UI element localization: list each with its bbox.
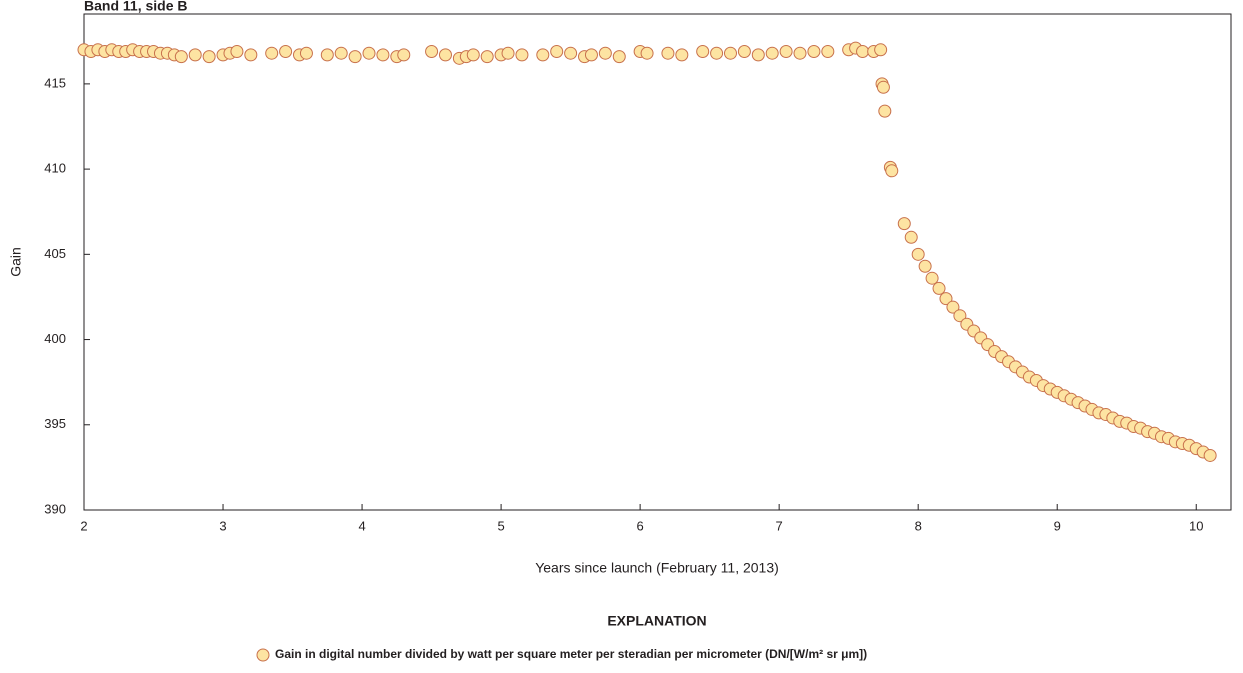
data-point xyxy=(480,50,494,64)
plot-frame xyxy=(83,13,1232,511)
data-point xyxy=(334,46,348,60)
data-point xyxy=(640,46,654,60)
x-tick-label: 2 xyxy=(80,518,87,533)
y-axis-label: Gain xyxy=(8,247,24,277)
data-point xyxy=(723,46,737,60)
x-tick-label: 7 xyxy=(776,518,783,533)
data-point xyxy=(821,44,835,58)
data-point xyxy=(696,44,710,58)
data-point xyxy=(230,44,244,58)
data-point xyxy=(348,50,362,64)
y-tick-label: 415 xyxy=(44,75,66,90)
data-point xyxy=(876,80,890,94)
x-tick-label: 10 xyxy=(1189,518,1203,533)
data-point xyxy=(885,164,899,178)
y-tick-label: 390 xyxy=(44,501,66,516)
x-tick-label: 3 xyxy=(219,518,226,533)
data-point xyxy=(188,48,202,62)
data-point xyxy=(751,48,765,62)
data-point xyxy=(320,48,334,62)
data-point xyxy=(536,48,550,62)
chart-title: Band 11, side B xyxy=(84,0,187,14)
data-point xyxy=(675,48,689,62)
data-point xyxy=(376,48,390,62)
data-point xyxy=(564,46,578,60)
x-tick-label: 6 xyxy=(637,518,644,533)
data-point xyxy=(515,48,529,62)
data-point xyxy=(737,44,751,58)
data-point xyxy=(911,247,925,261)
data-point xyxy=(779,44,793,58)
data-point xyxy=(807,44,821,58)
data-point xyxy=(174,50,188,64)
data-point xyxy=(265,46,279,60)
data-point xyxy=(765,46,779,60)
data-point xyxy=(661,46,675,60)
data-point xyxy=(1203,448,1217,462)
data-point xyxy=(202,50,216,64)
y-tick-label: 405 xyxy=(44,246,66,261)
data-point xyxy=(612,50,626,64)
data-point xyxy=(710,46,724,60)
x-tick-label: 5 xyxy=(497,518,504,533)
data-point xyxy=(397,48,411,62)
data-point xyxy=(425,44,439,58)
x-tick-label: 4 xyxy=(358,518,365,533)
data-point xyxy=(878,104,892,118)
legend-title: EXPLANATION xyxy=(607,613,706,629)
data-point xyxy=(466,48,480,62)
y-tick-label: 410 xyxy=(44,161,66,176)
data-point xyxy=(299,46,313,60)
data-point xyxy=(946,300,960,314)
data-point xyxy=(918,259,932,273)
legend-marker xyxy=(256,648,270,662)
data-point xyxy=(932,281,946,295)
data-point xyxy=(598,46,612,60)
data-point xyxy=(793,46,807,60)
x-axis-label: Years since launch (February 11, 2013) xyxy=(535,560,779,576)
data-point xyxy=(939,292,953,306)
data-point xyxy=(501,46,515,60)
data-point xyxy=(550,44,564,58)
legend-label: Gain in digital number divided by watt p… xyxy=(275,647,867,661)
y-tick-label: 395 xyxy=(44,416,66,431)
data-point xyxy=(874,43,888,57)
data-point xyxy=(953,309,967,323)
data-point xyxy=(362,46,376,60)
data-point xyxy=(244,48,258,62)
data-point xyxy=(856,44,870,58)
data-point xyxy=(925,271,939,285)
data-point xyxy=(279,44,293,58)
data-point xyxy=(904,230,918,244)
x-tick-label: 9 xyxy=(1054,518,1061,533)
data-point xyxy=(438,48,452,62)
data-point xyxy=(584,48,598,62)
data-point xyxy=(897,217,911,231)
x-tick-label: 8 xyxy=(915,518,922,533)
y-tick-label: 400 xyxy=(44,331,66,346)
